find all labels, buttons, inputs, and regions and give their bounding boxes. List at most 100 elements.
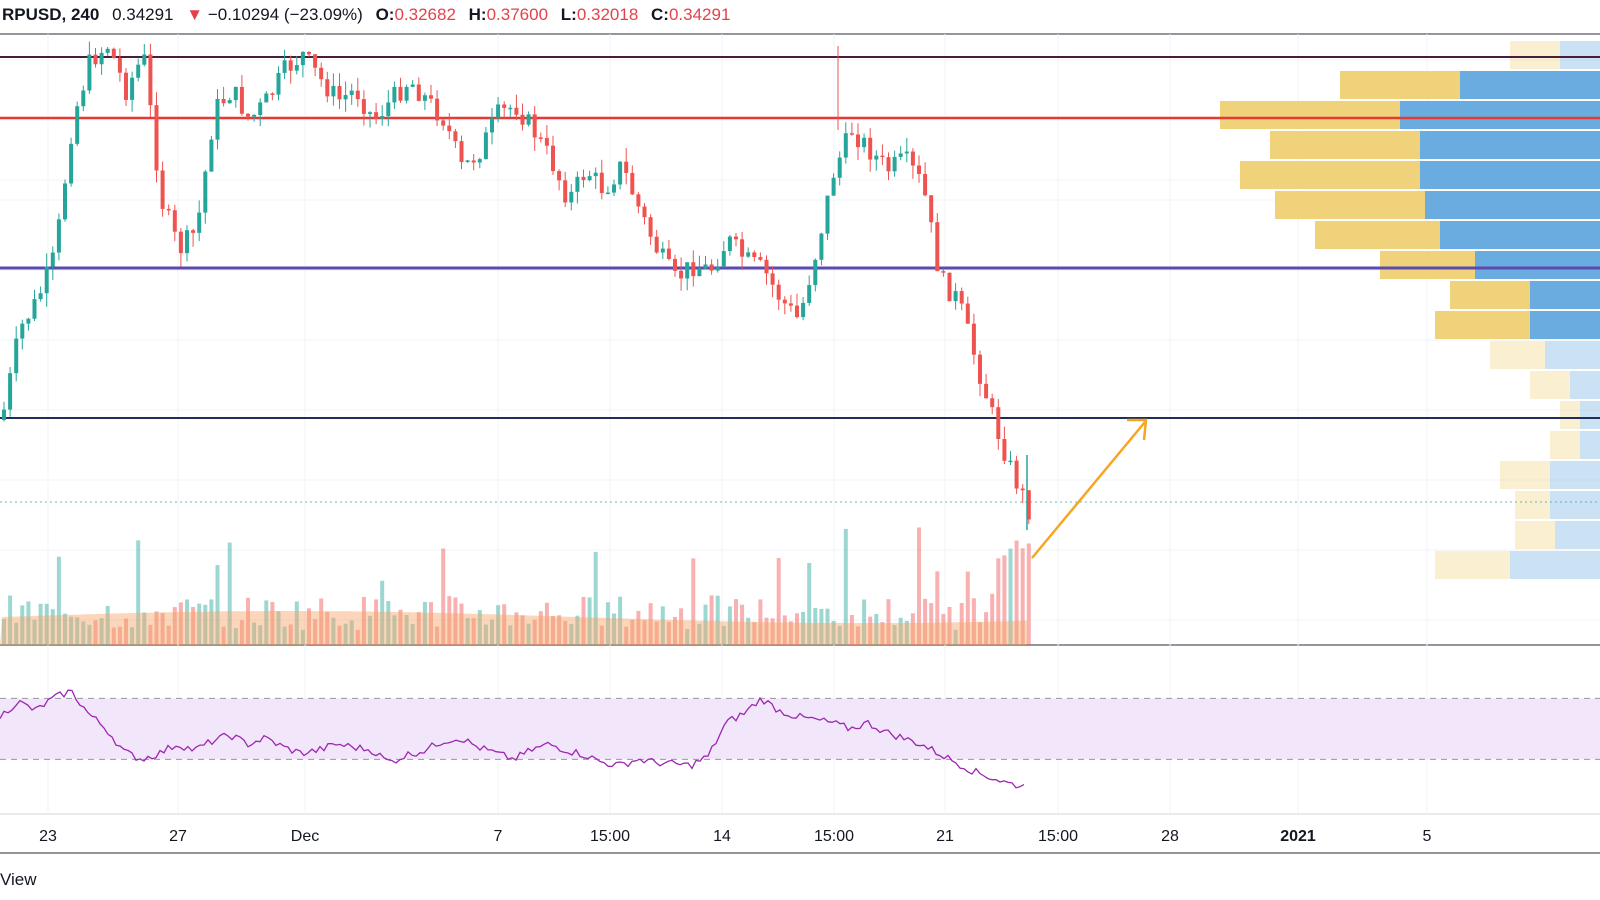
candle-body xyxy=(538,137,543,139)
candle-body xyxy=(697,268,702,277)
candle-body xyxy=(752,252,757,258)
candle-body xyxy=(142,54,147,65)
candle-body xyxy=(837,157,842,178)
volume-bar xyxy=(361,596,366,645)
volume-bar xyxy=(929,603,934,645)
candle-body xyxy=(679,270,684,279)
time-axis-label: 21 xyxy=(936,828,954,845)
candle-body xyxy=(69,143,74,184)
volume-bar xyxy=(294,601,299,645)
rsi-line xyxy=(0,689,1025,789)
volume-bar xyxy=(447,596,452,645)
volume-bar xyxy=(422,601,427,645)
volume-bar xyxy=(288,624,293,645)
volume-bar xyxy=(111,627,116,645)
candle-body xyxy=(355,90,360,100)
candle-body xyxy=(209,139,214,172)
volume-bar xyxy=(868,616,873,645)
volume-bar xyxy=(599,625,604,645)
volume-bar xyxy=(93,620,98,645)
volume-profile-up xyxy=(1450,281,1530,309)
volume-bar xyxy=(44,603,49,645)
candle-body xyxy=(727,236,732,252)
volume-bar xyxy=(642,620,647,645)
volume-bar xyxy=(20,605,25,645)
volume-bar xyxy=(746,617,751,645)
volume-profile-up xyxy=(1220,101,1400,129)
candle-body xyxy=(990,398,995,408)
volume-bar xyxy=(490,619,494,645)
volume-bar xyxy=(691,558,696,645)
volume-bar xyxy=(990,593,995,645)
footer-label: View xyxy=(0,870,37,889)
candle-body xyxy=(673,258,677,271)
volume-bar xyxy=(239,620,244,645)
candle-body xyxy=(825,195,830,234)
time-axis-label: 27 xyxy=(169,828,187,845)
candle-body xyxy=(2,409,6,420)
volume-bar xyxy=(435,626,440,645)
volume-profile-up xyxy=(1435,551,1510,579)
volume-bar xyxy=(1008,548,1013,645)
candle-body xyxy=(490,118,494,133)
volume-bar xyxy=(337,625,342,645)
volume-bar xyxy=(130,627,135,645)
candle-body xyxy=(258,102,263,115)
volume-bar xyxy=(276,611,281,645)
candle-body xyxy=(282,60,287,73)
volume-bar xyxy=(862,599,867,645)
candle-body xyxy=(343,95,348,100)
candle-body xyxy=(642,206,647,218)
candle-body xyxy=(526,114,531,125)
candle-body xyxy=(252,114,257,117)
volume-bar xyxy=(81,621,86,645)
open-value: 0.32682 xyxy=(394,5,456,24)
time-axis-label: 28 xyxy=(1161,828,1179,845)
volume-bar xyxy=(648,603,653,645)
volume-bar xyxy=(923,598,928,645)
candle-body xyxy=(856,134,860,148)
volume-bar xyxy=(87,624,92,645)
volume-bar xyxy=(849,614,854,645)
volume-profile-down xyxy=(1560,41,1600,69)
candle-body xyxy=(215,98,220,140)
rsi-band xyxy=(0,698,1600,760)
volume-bar xyxy=(703,604,708,645)
candle-body xyxy=(288,60,293,71)
volume-profile-up xyxy=(1380,251,1475,279)
symbol-label[interactable]: RPUSD, 240 xyxy=(2,5,100,24)
candle-body xyxy=(422,95,427,101)
volume-bar xyxy=(203,604,208,645)
candle-body xyxy=(746,252,751,257)
time-axis-label: 15:00 xyxy=(590,828,630,845)
candle-body xyxy=(246,113,250,117)
candle-body xyxy=(264,93,269,103)
volume-bar xyxy=(593,551,598,645)
volume-bar xyxy=(2,618,6,645)
candle-body xyxy=(1008,460,1013,463)
candle-body xyxy=(1002,438,1007,461)
candle-body xyxy=(874,155,879,160)
volume-bar xyxy=(349,620,354,645)
candle-body xyxy=(172,210,177,232)
candle-body xyxy=(996,407,1001,439)
candle-body xyxy=(477,159,482,163)
candle-body xyxy=(239,86,244,114)
volume-bar xyxy=(300,629,305,645)
candle-body xyxy=(618,161,623,185)
candle-body xyxy=(849,133,854,135)
low-value: 0.32018 xyxy=(576,5,639,24)
volume-bar xyxy=(331,617,336,645)
candle-body xyxy=(666,248,671,259)
close-value: 0.34291 xyxy=(668,5,731,24)
volume-bar xyxy=(69,616,74,645)
volume-bar xyxy=(984,612,989,645)
candle-body xyxy=(197,212,202,233)
volume-profile-down xyxy=(1530,311,1600,339)
volume-bar xyxy=(154,611,159,645)
volume-bar xyxy=(148,624,153,645)
candle-body xyxy=(453,131,458,142)
candle-body xyxy=(50,252,55,267)
volume-profile-up xyxy=(1240,161,1420,189)
